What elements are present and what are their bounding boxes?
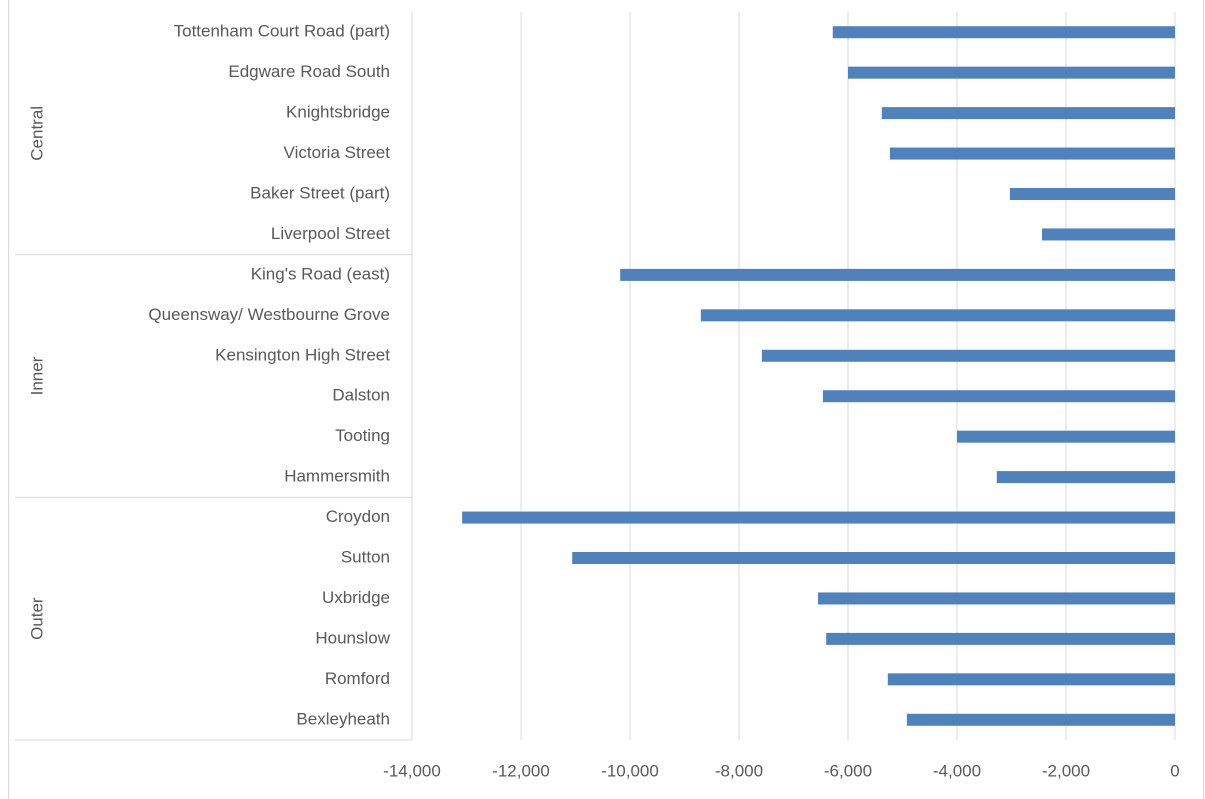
bar xyxy=(818,592,1175,605)
y-tick-label: Edgware Road South xyxy=(228,62,390,81)
bar xyxy=(957,430,1175,443)
y-tick-label: Knightsbridge xyxy=(286,103,390,122)
y-tick-label: King's Road (east) xyxy=(251,264,390,283)
bar xyxy=(822,390,1175,403)
group-label: Outer xyxy=(27,597,46,640)
y-tick-label: Tooting xyxy=(335,426,390,445)
bar xyxy=(1009,188,1175,200)
x-tick-label: -14,000 xyxy=(383,761,441,780)
y-tick-label: Tottenham Court Road (part) xyxy=(174,22,390,41)
bar xyxy=(832,26,1175,39)
y-tick-label: Uxbridge xyxy=(322,588,390,607)
chart-border xyxy=(8,0,1204,799)
y-tick-label: Kensington High Street xyxy=(215,345,390,364)
x-tick-label: -2,000 xyxy=(1042,761,1090,780)
y-tick-label: Hammersmith xyxy=(284,467,390,486)
bar xyxy=(462,511,1175,524)
group-label: Inner xyxy=(27,356,46,395)
y-tick-label: Liverpool Street xyxy=(271,224,390,243)
y-tick-label: Sutton xyxy=(341,547,390,566)
bar xyxy=(620,268,1175,281)
bar xyxy=(761,349,1175,362)
x-tick-label: -8,000 xyxy=(715,761,763,780)
bar xyxy=(881,107,1175,120)
x-tick-label: -12,000 xyxy=(492,761,550,780)
y-tick-label: Queensway/ Westbourne Grove xyxy=(148,305,390,324)
x-tick-label: 0 xyxy=(1170,761,1179,780)
bar xyxy=(848,66,1175,79)
x-tick-label: -4,000 xyxy=(933,761,981,780)
group-label: Central xyxy=(27,106,46,161)
y-tick-label: Bexleyheath xyxy=(296,709,390,728)
y-tick-label: Hounslow xyxy=(315,628,390,647)
bar xyxy=(700,309,1175,322)
y-tick-label: Croydon xyxy=(326,507,390,526)
bar xyxy=(906,713,1175,726)
y-tick-label: Victoria Street xyxy=(284,143,391,162)
bar xyxy=(887,673,1175,686)
bar xyxy=(889,147,1175,160)
x-tick-label: -10,000 xyxy=(601,761,659,780)
y-tick-label: Dalston xyxy=(332,386,390,405)
bar xyxy=(572,552,1175,564)
y-tick-label: Romford xyxy=(325,669,390,688)
bar xyxy=(1042,228,1175,241)
y-tick-label: Baker Street (part) xyxy=(250,183,390,202)
bar xyxy=(996,471,1175,484)
x-tick-label: -6,000 xyxy=(824,761,872,780)
bar xyxy=(826,632,1175,645)
